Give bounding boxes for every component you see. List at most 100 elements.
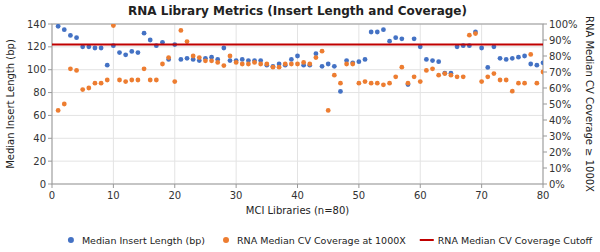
point bbox=[68, 33, 73, 38]
point bbox=[442, 71, 447, 76]
point bbox=[185, 39, 190, 44]
point bbox=[56, 24, 61, 29]
point bbox=[516, 55, 521, 60]
series-0 bbox=[56, 24, 543, 94]
y2-tick-label: 50% bbox=[549, 99, 571, 110]
series-2 bbox=[52, 44, 543, 45]
point bbox=[191, 54, 196, 59]
point bbox=[320, 64, 325, 69]
point bbox=[295, 54, 300, 59]
point bbox=[473, 31, 478, 36]
point bbox=[62, 102, 67, 107]
point bbox=[154, 78, 159, 83]
point bbox=[412, 36, 417, 41]
point bbox=[160, 62, 165, 67]
point bbox=[203, 58, 208, 63]
point bbox=[117, 78, 122, 83]
point bbox=[510, 56, 515, 61]
y2-tick bbox=[543, 56, 547, 57]
legend-label: RNA Median CV Coverage at 1000X bbox=[237, 235, 406, 246]
series-1 bbox=[56, 24, 543, 113]
y-tick bbox=[48, 161, 52, 162]
point bbox=[436, 73, 441, 78]
y-tick-label: 80 bbox=[33, 87, 46, 98]
point bbox=[99, 46, 104, 51]
y2-tick bbox=[543, 72, 547, 73]
y2-tick-label: 80% bbox=[549, 51, 571, 62]
point bbox=[510, 89, 515, 94]
point bbox=[246, 62, 251, 67]
y2-tick bbox=[543, 24, 547, 25]
point bbox=[129, 49, 134, 54]
point bbox=[442, 71, 447, 76]
point bbox=[498, 78, 503, 83]
legend-item: Median Insert Length (bp) bbox=[68, 235, 205, 246]
point bbox=[105, 63, 110, 68]
y2-tick bbox=[543, 152, 547, 153]
legend-item: RNA Median CV Coverage Cutoff bbox=[420, 235, 593, 246]
legend-marker bbox=[223, 237, 229, 243]
legend-marker bbox=[420, 239, 434, 241]
point bbox=[123, 52, 128, 57]
point bbox=[387, 39, 392, 44]
x-tick bbox=[420, 184, 421, 188]
grid-line-x bbox=[174, 24, 175, 184]
point bbox=[148, 78, 153, 83]
point bbox=[449, 73, 454, 78]
point bbox=[172, 79, 177, 84]
point bbox=[234, 60, 239, 65]
x-tick-label: 80 bbox=[537, 190, 550, 201]
point bbox=[105, 78, 110, 83]
point bbox=[534, 81, 539, 86]
point bbox=[516, 81, 521, 86]
point bbox=[271, 64, 276, 69]
point bbox=[74, 35, 79, 40]
point bbox=[492, 71, 497, 76]
y2-tick-label: 30% bbox=[549, 131, 571, 142]
point bbox=[375, 30, 380, 35]
y-tick bbox=[48, 92, 52, 93]
title: RNA Library Metrics (Insert Length and C… bbox=[128, 4, 467, 18]
x-tick bbox=[174, 184, 175, 188]
y-tick-label: 140 bbox=[27, 19, 46, 30]
y2-tick bbox=[543, 136, 547, 137]
y2-tick bbox=[543, 184, 547, 185]
x-tick-label: 50 bbox=[353, 190, 366, 201]
point bbox=[479, 46, 484, 51]
point bbox=[498, 56, 503, 61]
y-tick bbox=[48, 138, 52, 139]
point bbox=[406, 81, 411, 86]
point bbox=[142, 31, 147, 36]
point bbox=[185, 56, 190, 61]
point bbox=[528, 52, 533, 57]
point bbox=[314, 55, 319, 60]
y-axis-label: Median Insert Length (bp) bbox=[5, 39, 16, 169]
point bbox=[240, 57, 245, 62]
point bbox=[369, 81, 374, 86]
x-tick bbox=[543, 184, 544, 188]
y2-tick bbox=[543, 40, 547, 41]
y-tick-label: 100 bbox=[27, 64, 46, 75]
point bbox=[148, 38, 153, 43]
x-tick-label: 0 bbox=[49, 190, 55, 201]
point bbox=[338, 89, 343, 94]
point bbox=[166, 55, 171, 60]
x-tick bbox=[52, 184, 53, 188]
point bbox=[412, 74, 417, 79]
point bbox=[240, 62, 245, 67]
point bbox=[62, 27, 67, 32]
point bbox=[424, 57, 429, 62]
plot-marks bbox=[52, 24, 543, 113]
legend-item: RNA Median CV Coverage at 1000X bbox=[223, 235, 406, 246]
x-tick-label: 20 bbox=[168, 190, 181, 201]
point bbox=[430, 58, 435, 63]
point bbox=[283, 62, 288, 67]
point bbox=[461, 74, 466, 79]
y2-tick-label: 10% bbox=[549, 163, 571, 174]
y-tick-label: 40 bbox=[33, 133, 46, 144]
y-tick-label: 60 bbox=[33, 110, 46, 121]
x-tick-label: 40 bbox=[291, 190, 304, 201]
point bbox=[399, 65, 404, 70]
point bbox=[393, 74, 398, 79]
point bbox=[221, 46, 226, 51]
